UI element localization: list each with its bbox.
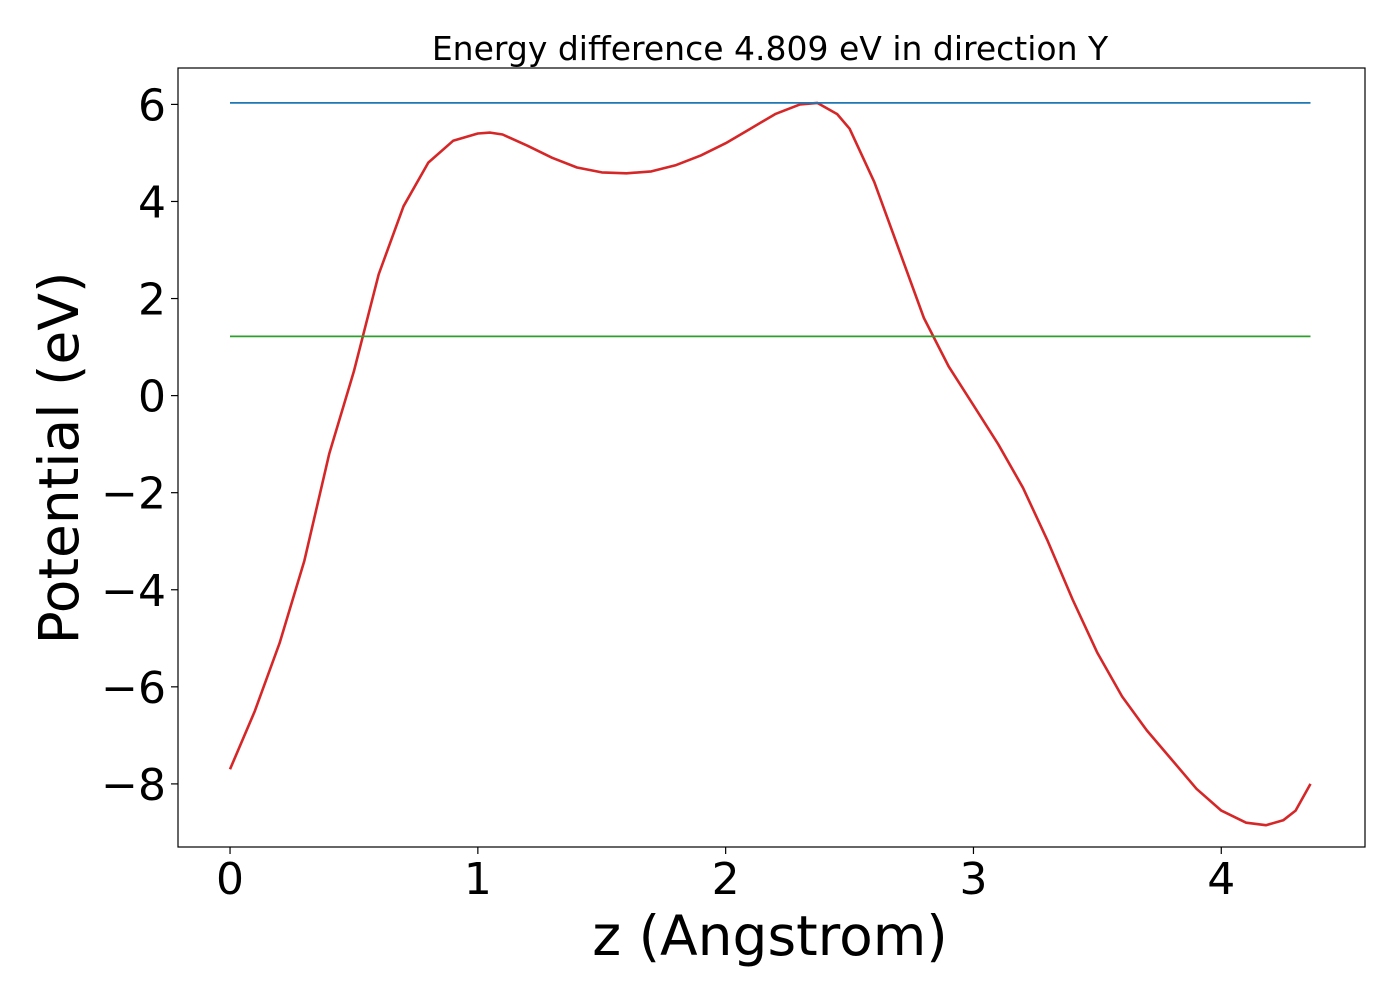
y-tick-label: 0 <box>138 372 166 423</box>
x-tick-label: 0 <box>216 854 244 905</box>
y-tick-label: 6 <box>138 80 166 131</box>
x-axis-label: z (Angstrom) <box>592 904 948 968</box>
x-axis: 0 1 2 3 4 <box>216 847 1235 905</box>
chart-title: Energy difference 4.809 eV in direction … <box>432 29 1109 68</box>
plot-frame <box>177 67 1366 848</box>
y-tick-label: −4 <box>101 566 166 617</box>
series-line-1 <box>228 101 1312 827</box>
x-tick-label: 2 <box>712 854 740 905</box>
plot-area <box>228 101 1312 827</box>
x-tick-label: 4 <box>1207 854 1235 905</box>
x-tick-label: 3 <box>959 854 987 905</box>
y-tick-label: 2 <box>138 275 166 326</box>
y-axis-label: Potential (eV) <box>27 272 91 645</box>
y-tick-label: −8 <box>101 760 166 811</box>
y-axis: 6 4 2 0 −2 −4 −6 −8 <box>101 80 178 811</box>
y-tick-label: −6 <box>101 663 166 714</box>
y-tick-label: 4 <box>138 177 166 228</box>
y-tick-label: −2 <box>101 469 166 520</box>
x-tick-label: 1 <box>464 854 492 905</box>
